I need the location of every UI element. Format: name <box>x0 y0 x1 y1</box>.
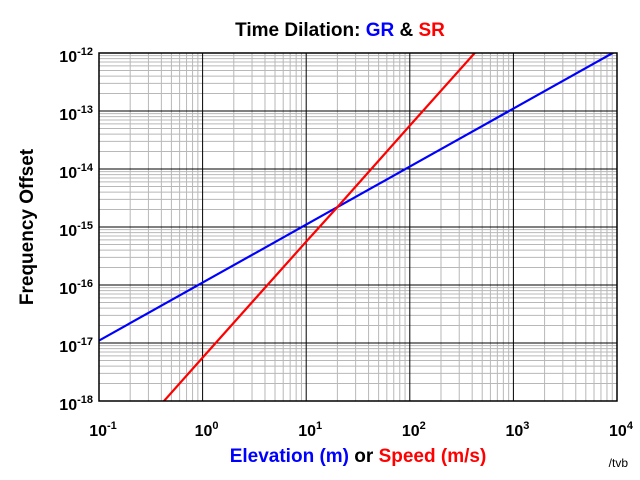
x-axis-label: Elevation (m) or Speed (m/s) <box>230 446 487 467</box>
y-tick-label: 10-12 <box>59 46 93 66</box>
x-axis-label-part: Elevation (m) <box>230 446 349 467</box>
y-tick-label: 10-16 <box>59 278 93 298</box>
y-axis-label: Frequency Offset <box>17 148 38 305</box>
credit-label: /tvb <box>609 456 629 470</box>
title-part: SR <box>418 20 445 41</box>
x-axis-label-part: or <box>349 446 379 467</box>
title-part: & <box>394 20 418 41</box>
x-tick-label: 103 <box>505 420 529 440</box>
y-tick-label: 10-17 <box>59 336 93 356</box>
x-tick-label: 100 <box>195 420 219 440</box>
x-tick-labels: 10-1 100 101 102 103 104 <box>89 420 634 440</box>
major-gridlines <box>99 53 617 401</box>
y-tick-label: 10-14 <box>59 162 94 182</box>
x-tick-label: 10-1 <box>89 420 117 440</box>
y-tick-label: 10-13 <box>59 104 93 124</box>
x-tick-label: 101 <box>298 420 322 440</box>
title-part: GR <box>366 20 395 41</box>
x-tick-label: 104 <box>609 420 634 440</box>
plot-frame <box>98 52 618 402</box>
x-tick-label: 102 <box>402 420 426 440</box>
x-axis-label-part: Speed (m/s) <box>379 446 487 467</box>
series-lines <box>99 53 615 401</box>
chart-title: Time Dilation: GR & SR <box>235 20 445 41</box>
y-tick-label: 10-15 <box>59 220 93 240</box>
y-tick-labels: 10-18 10-17 10-16 10-15 10-14 10-13 10-12 <box>59 46 94 414</box>
series-line-gr <box>99 53 615 342</box>
series-line-sr <box>162 53 477 401</box>
title-part: Time Dilation: <box>235 20 366 41</box>
y-tick-label: 10-18 <box>59 394 93 414</box>
